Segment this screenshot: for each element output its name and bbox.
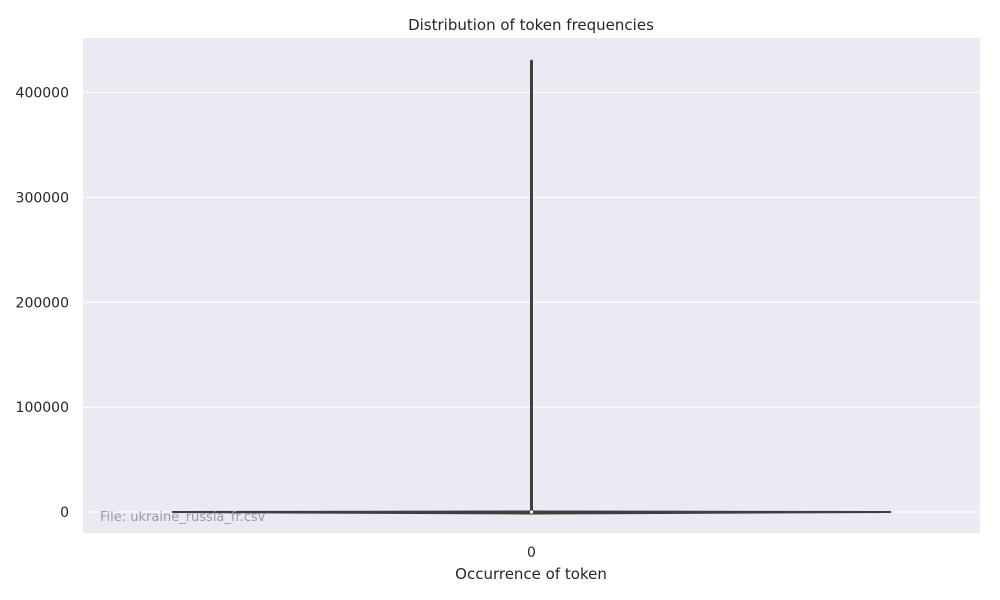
y-axis: 0 100000 200000 300000 400000 <box>16 86 69 521</box>
file-annotation: File: ukraine_russia_fr.csv <box>100 510 266 525</box>
median-point <box>528 509 535 515</box>
violin-series <box>171 59 892 515</box>
y-tick-label: 0 <box>60 505 69 521</box>
x-axis: 0 <box>527 545 536 561</box>
y-tick-label: 300000 <box>16 190 69 206</box>
x-tick-label: 0 <box>527 545 536 561</box>
y-tick-label: 100000 <box>16 400 69 416</box>
x-axis-label: Occurrence of token <box>455 565 607 583</box>
y-tick-label: 400000 <box>16 86 69 102</box>
y-tick-label: 200000 <box>16 295 69 311</box>
chart-title: Distribution of token frequencies <box>408 16 654 34</box>
